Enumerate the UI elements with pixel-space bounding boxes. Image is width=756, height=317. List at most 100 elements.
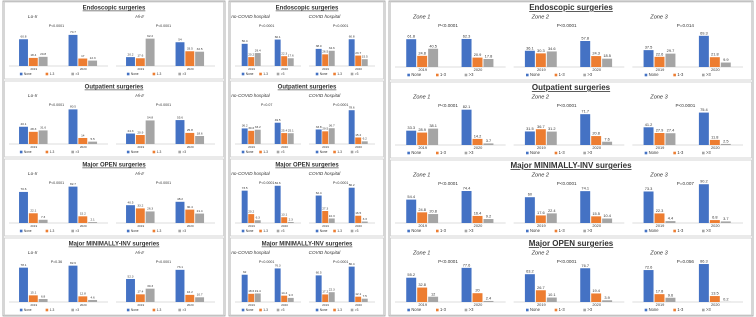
bar <box>315 275 322 302</box>
section-border <box>4 80 224 158</box>
legend-label: >3 <box>706 307 711 312</box>
section-border <box>390 1 752 81</box>
bar <box>546 213 557 223</box>
value-label: 21.4 <box>197 209 203 213</box>
chart-title: COVID hospital <box>309 171 342 176</box>
legend-label: None <box>246 150 254 154</box>
legend-label: None <box>320 229 328 233</box>
value-label: 75.4 <box>700 107 708 112</box>
bar <box>328 292 335 302</box>
bar <box>195 213 205 223</box>
value-label: 86.3 <box>700 259 708 264</box>
bar <box>185 132 195 144</box>
chart-title: Zone 2 <box>531 14 550 20</box>
bar <box>417 287 428 302</box>
legend-label: None <box>649 150 660 155</box>
panel-border <box>388 0 754 317</box>
chart-title: no-COVID hospital <box>231 171 270 176</box>
value-label: 11.8 <box>711 134 718 139</box>
legend-label: None <box>24 308 32 312</box>
value-label: 19.4 <box>255 289 261 293</box>
bar <box>361 298 368 302</box>
legend-swatch <box>71 72 74 76</box>
p-value: P<0.0001 <box>557 103 577 108</box>
value-label: 30.6 <box>248 126 254 130</box>
x-tick-label: 2019 <box>137 303 144 307</box>
bar <box>348 266 355 302</box>
value-label: 40.5 <box>128 200 134 204</box>
bar <box>524 131 535 145</box>
chart-title: Hi-Ir <box>135 14 144 19</box>
value-label: 2.3 <box>289 217 294 221</box>
chart-title: no-COVID hospital <box>231 14 270 19</box>
section-title: Outpatient surgeries <box>85 85 144 91</box>
value-label: 74.4 <box>463 186 471 191</box>
x-tick-label: 2019 <box>418 223 427 228</box>
bar <box>274 268 281 302</box>
bar <box>287 133 294 144</box>
legend-label: 1-3 <box>337 72 342 76</box>
value-label: 73.1 <box>177 265 183 269</box>
legend-swatch <box>702 229 705 233</box>
value-label: 26.5 <box>322 50 328 54</box>
value-label: 14.2 <box>474 133 482 138</box>
value-label: 36.7 <box>537 124 545 129</box>
legend-label: 1-3 <box>337 308 342 312</box>
bar <box>315 129 322 144</box>
legend-swatch <box>436 151 439 155</box>
value-label: 24.8 <box>418 207 426 212</box>
value-label: 3.3 <box>363 217 368 221</box>
x-tick-label: 2019 <box>418 67 427 72</box>
legend-label: >3 <box>706 150 711 155</box>
legend-swatch <box>241 308 245 312</box>
value-label: 29.5 <box>322 127 328 131</box>
bar <box>19 39 28 66</box>
section-title: Endoscopic surgeries <box>529 3 613 12</box>
value-label: 22.1 <box>30 209 36 213</box>
value-label: 76.7 <box>581 263 589 268</box>
p-value: P<0.0001 <box>49 103 65 107</box>
value-label: 33.8 <box>316 125 322 129</box>
bar <box>591 136 602 145</box>
legend-label: None <box>131 150 139 154</box>
bar <box>602 141 613 145</box>
value-label: 80.4 <box>349 262 355 266</box>
x-tick-label: 2019 <box>137 145 144 149</box>
legend-swatch <box>178 308 181 312</box>
legend-label: >3 <box>75 308 79 312</box>
value-label: 84.6 <box>275 181 281 185</box>
bar <box>417 55 428 67</box>
legend-swatch <box>126 150 130 154</box>
bar <box>195 136 205 144</box>
bar <box>591 56 602 67</box>
value-label: 49.5 <box>275 118 281 122</box>
legend-label: 1-3 <box>263 150 268 154</box>
legend-label: 1-3 <box>263 229 268 233</box>
value-label: 18.6 <box>248 289 254 293</box>
bar <box>328 50 335 66</box>
bar <box>281 295 288 302</box>
legend-swatch <box>526 229 529 233</box>
value-label: 55.2 <box>407 272 415 277</box>
bar <box>287 297 294 302</box>
bar <box>88 60 98 66</box>
value-label: 9.2 <box>486 214 491 219</box>
x-tick-label: 2019 <box>656 145 665 150</box>
value-label: 82.6 <box>70 261 76 265</box>
x-tick-label: 2020 <box>474 223 484 228</box>
bar <box>461 38 472 67</box>
value-label: 78.6 <box>349 106 355 110</box>
bar <box>315 195 322 223</box>
legend-label: None <box>131 72 139 76</box>
x-tick-label: 2019 <box>418 145 427 150</box>
bar <box>461 267 472 302</box>
value-label: 38.1 <box>429 123 437 128</box>
legend-swatch <box>554 229 558 233</box>
bar <box>546 51 557 67</box>
bar <box>287 221 294 223</box>
bar <box>78 216 88 223</box>
legend-label: None <box>411 228 422 233</box>
legend-swatch <box>126 308 130 312</box>
bar <box>428 48 439 67</box>
value-label: 20.8 <box>429 209 437 214</box>
